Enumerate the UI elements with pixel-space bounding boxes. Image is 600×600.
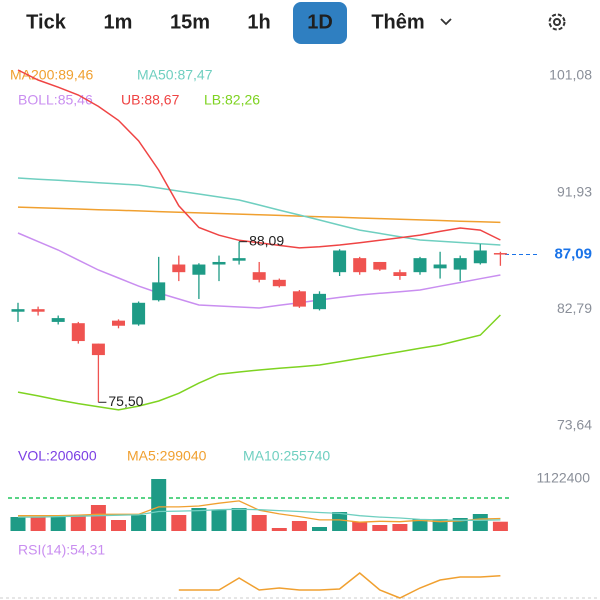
volume-bar (90, 505, 106, 531)
indicator-line (17, 206, 501, 224)
volume-bar (312, 527, 327, 531)
candle-body (272, 279, 286, 287)
volume-bar (231, 507, 247, 531)
candle-body (71, 323, 85, 342)
volume-bar (291, 520, 307, 531)
candle-body (51, 318, 65, 322)
candle-body (292, 291, 306, 307)
volume-bar (211, 509, 227, 531)
legend-entry: UB:88,67 (121, 92, 180, 108)
volume-bar (492, 521, 508, 531)
legend-entry: BOLL:85,46 (18, 92, 93, 108)
candle-body (152, 282, 166, 301)
tab[interactable]: Thêm (371, 11, 424, 33)
volume-bar (251, 514, 267, 531)
tab[interactable]: 1D (307, 11, 333, 33)
candle-body (493, 253, 507, 255)
volume-bar (171, 514, 187, 531)
candle-body (252, 272, 266, 280)
tab[interactable]: 1h (247, 11, 270, 33)
legend-entry: VOL:200600 (18, 448, 97, 464)
volume-bar (472, 514, 488, 531)
annotation-label: 88,09 (249, 232, 284, 248)
volume-bar (392, 523, 408, 531)
rsi-label: RSI(14):54,31 (18, 542, 105, 558)
candle-body (11, 309, 25, 312)
volume-bar (30, 516, 46, 531)
y-tick-label: 73,64 (557, 417, 592, 433)
candle-body (232, 258, 246, 261)
y-tick-label: 82,79 (557, 300, 592, 316)
volume-bar (191, 507, 207, 531)
candle-body (313, 293, 326, 310)
volume-bar (50, 516, 66, 531)
indicator-line (17, 314, 501, 411)
volume-bar (432, 519, 448, 531)
indicator-line (17, 232, 501, 309)
candle-body (192, 264, 206, 275)
legend-entry: MA50:87,47 (137, 67, 213, 83)
candle-body (172, 264, 186, 273)
volume-bar (131, 514, 147, 531)
y-tick-label: 91,93 (557, 183, 592, 199)
indicator-line (17, 177, 501, 246)
candle-body (473, 250, 487, 264)
rsi-line (178, 572, 501, 599)
legend-entry: MA5:299040 (127, 448, 207, 464)
volume-bar (372, 525, 388, 531)
candle-body (112, 320, 125, 326)
volume-bar (352, 521, 368, 531)
candle-body (413, 258, 427, 273)
candle-body (91, 343, 105, 356)
legend-entry: LB:82,26 (204, 92, 260, 108)
volume-bar (70, 514, 86, 531)
candle-body (31, 309, 45, 312)
legend-entry: MA200:89,46 (10, 67, 93, 83)
candle-body (393, 272, 407, 276)
tab[interactable]: 15m (170, 11, 210, 33)
volume-bar (271, 527, 287, 531)
y-tick-label: 101,08 (549, 67, 592, 83)
candle-body (212, 261, 226, 265)
candle-body (353, 258, 367, 273)
candle-body (373, 261, 387, 270)
candle-body (453, 258, 467, 270)
volume-bar (332, 512, 348, 531)
tab[interactable]: Tick (26, 11, 67, 33)
volume-ma-line (18, 508, 501, 521)
volume-bar (111, 520, 126, 531)
indicator-line (17, 69, 501, 249)
legend-entry: MA10:255740 (243, 448, 330, 464)
volume-bar (10, 516, 26, 531)
settings-icon[interactable] (548, 13, 566, 31)
tab[interactable]: 1m (104, 11, 133, 33)
candle-body (433, 264, 447, 269)
last-price-label: 87,09 (554, 245, 592, 262)
y-tick-label: 1122400 (537, 470, 591, 486)
annotation-label: 75,50 (108, 393, 143, 409)
selected-tab-bg (293, 2, 347, 44)
chevron (440, 18, 452, 26)
volume-bar (412, 519, 428, 531)
candle-body (333, 250, 347, 273)
volume-bar (151, 479, 167, 531)
candle-body (132, 302, 146, 325)
